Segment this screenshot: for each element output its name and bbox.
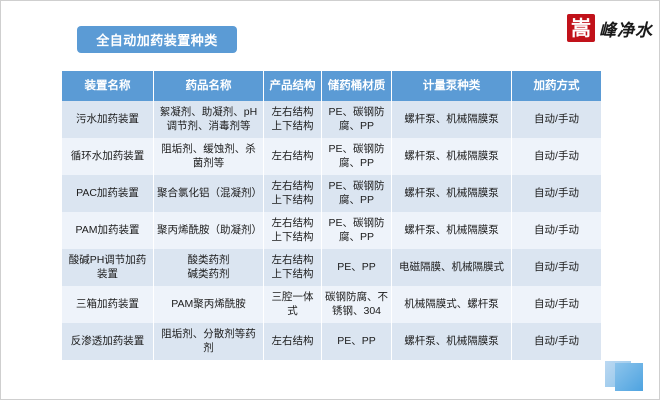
cell-chemical-name: 絮凝剂、助凝剂、pH调节剂、消毒剂等 <box>153 101 264 138</box>
cell-tank-material: PE、PP <box>321 249 392 286</box>
cell-device-name: 污水加药装置 <box>61 101 154 138</box>
cell-dosing-mode: 自动/手动 <box>511 249 602 286</box>
cell-chemical-name: 酸类药剂 碱类药剂 <box>153 249 264 286</box>
table-row: PAM加药装置 聚丙烯酰胺（助凝剂） 左右结构 上下结构 PE、碳钢防腐、PP 螺… <box>61 212 602 249</box>
cell-tank-material: PE、碳钢防腐、PP <box>321 175 392 212</box>
table-header-row: 装置名称 药品名称 产品结构 储药桶材质 计量泵种类 加药方式 <box>61 71 602 101</box>
column-header-tank-material: 储药桶材质 <box>321 71 392 101</box>
cell-pump-type: 螺杆泵、机械隔膜泵 <box>391 175 512 212</box>
cell-product-structure: 左右结构 上下结构 <box>263 212 322 249</box>
cell-device-name: 酸碱PH调节加药装置 <box>61 249 154 286</box>
cell-device-name: 反渗透加药装置 <box>61 323 154 360</box>
table-row: 循环水加药装置 阻垢剂、缓蚀剂、杀菌剂等 左右结构 PE、碳钢防腐、PP 螺杆泵… <box>61 138 602 175</box>
decoration-square-front <box>615 363 643 391</box>
cell-tank-material: PE、碳钢防腐、PP <box>321 212 392 249</box>
table-row: 三箱加药装置 PAM聚丙烯酰胺 三腔一体式 碳钢防腐、不锈钢、304 机械隔膜式… <box>61 286 602 323</box>
column-header-device-name: 装置名称 <box>61 71 154 101</box>
table-row: 酸碱PH调节加药装置 酸类药剂 碱类药剂 左右结构 上下结构 PE、PP 电磁隔膜、… <box>61 249 602 286</box>
spec-table: 装置名称 药品名称 产品结构 储药桶材质 计量泵种类 加药方式 污水加药装置 絮… <box>61 71 602 360</box>
cell-device-name: 循环水加药装置 <box>61 138 154 175</box>
cell-chemical-name: 阻垢剂、分散剂等药剂 <box>153 323 264 360</box>
cell-tank-material: PE、碳钢防腐、PP <box>321 101 392 138</box>
table-row: 反渗透加药装置 阻垢剂、分散剂等药剂 左右结构 PE、PP 螺杆泵、机械隔膜泵 … <box>61 323 602 360</box>
cell-pump-type: 螺杆泵、机械隔膜泵 <box>391 101 512 138</box>
cell-tank-material: 碳钢防腐、不锈钢、304 <box>321 286 392 323</box>
logo-wordmark: 峰净水 <box>599 20 653 41</box>
page-title: 全自动加药装置种类 <box>96 33 218 48</box>
column-header-dosing-mode: 加药方式 <box>511 71 602 101</box>
company-logo: 嵩 峰净水 <box>567 11 655 45</box>
cell-chemical-name: 阻垢剂、缓蚀剂、杀菌剂等 <box>153 138 264 175</box>
cell-dosing-mode: 自动/手动 <box>511 138 602 175</box>
cell-product-structure: 左右结构 上下结构 <box>263 249 322 286</box>
cell-device-name: PAC加药装置 <box>61 175 154 212</box>
cell-pump-type: 螺杆泵、机械隔膜泵 <box>391 212 512 249</box>
column-header-chemical-name: 药品名称 <box>153 71 264 101</box>
cell-dosing-mode: 自动/手动 <box>511 175 602 212</box>
cell-device-name: PAM加药装置 <box>61 212 154 249</box>
table-row: 污水加药装置 絮凝剂、助凝剂、pH调节剂、消毒剂等 左右结构 上下结构 PE、碳钢… <box>61 101 602 138</box>
cell-product-structure: 左右结构 上下结构 <box>263 175 322 212</box>
cell-chemical-name: 聚丙烯酰胺（助凝剂） <box>153 212 264 249</box>
cell-product-structure: 左右结构 <box>263 138 322 175</box>
cell-product-structure: 左右结构 上下结构 <box>263 101 322 138</box>
cell-product-structure: 左右结构 <box>263 323 322 360</box>
cell-pump-type: 电磁隔膜、机械隔膜式 <box>391 249 512 286</box>
cell-chemical-name: 聚合氯化铝（混凝剂） <box>153 175 264 212</box>
slide-title-banner: 全自动加药装置种类 <box>77 26 237 53</box>
cell-dosing-mode: 自动/手动 <box>511 101 602 138</box>
cell-tank-material: PE、PP <box>321 323 392 360</box>
spec-table-container: 装置名称 药品名称 产品结构 储药桶材质 计量泵种类 加药方式 污水加药装置 絮… <box>61 71 602 360</box>
cell-chemical-name: PAM聚丙烯酰胺 <box>153 286 264 323</box>
cell-product-structure: 三腔一体式 <box>263 286 322 323</box>
table-row: PAC加药装置 聚合氯化铝（混凝剂） 左右结构 上下结构 PE、碳钢防腐、PP 螺… <box>61 175 602 212</box>
table-body: 污水加药装置 絮凝剂、助凝剂、pH调节剂、消毒剂等 左右结构 上下结构 PE、碳钢… <box>61 101 602 360</box>
cell-device-name: 三箱加药装置 <box>61 286 154 323</box>
cell-pump-type: 螺杆泵、机械隔膜泵 <box>391 323 512 360</box>
cell-dosing-mode: 自动/手动 <box>511 323 602 360</box>
logo-seal-icon: 嵩 <box>567 14 595 42</box>
column-header-product-structure: 产品结构 <box>263 71 322 101</box>
cell-dosing-mode: 自动/手动 <box>511 286 602 323</box>
cell-dosing-mode: 自动/手动 <box>511 212 602 249</box>
cell-pump-type: 螺杆泵、机械隔膜泵 <box>391 138 512 175</box>
column-header-pump-type: 计量泵种类 <box>391 71 512 101</box>
cell-pump-type: 机械隔膜式、螺杆泵 <box>391 286 512 323</box>
corner-decoration <box>605 361 653 395</box>
cell-tank-material: PE、碳钢防腐、PP <box>321 138 392 175</box>
table-header: 装置名称 药品名称 产品结构 储药桶材质 计量泵种类 加药方式 <box>61 71 602 101</box>
